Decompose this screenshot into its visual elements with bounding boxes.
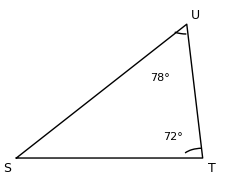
Text: 78°: 78°: [150, 73, 169, 83]
Text: U: U: [191, 9, 200, 22]
Text: T: T: [208, 162, 216, 175]
Text: S: S: [3, 162, 11, 175]
Text: 72°: 72°: [163, 132, 183, 142]
